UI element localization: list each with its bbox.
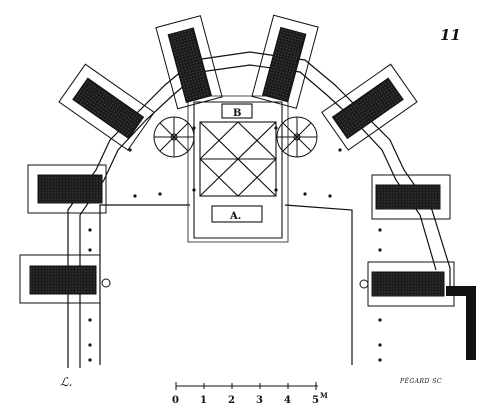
scale-bar: 0 1 2 3 4 5 M [172, 382, 328, 406]
spiral-stair-right [276, 116, 318, 158]
room-label-a: A. [229, 211, 241, 222]
signature-mark: ℒ. [60, 375, 72, 389]
central-pavilion [187, 95, 289, 243]
plate-number: 11 [440, 26, 461, 44]
scale-tick-3: 3 [256, 395, 263, 406]
engraver-credit: PÉGARD SC [399, 377, 442, 385]
bed-left-low [19, 254, 101, 304]
scale-unit: M [320, 391, 328, 400]
scale-tick-4: 4 [284, 395, 291, 406]
scale-tick-2: 2 [228, 395, 235, 406]
planting-beds [19, 14, 455, 307]
right-edge-wall [446, 286, 476, 360]
scale-tick-0: 0 [172, 395, 179, 406]
room-label-b: B [233, 108, 241, 119]
bed-left-mid [27, 164, 107, 214]
bed-top-right [251, 14, 319, 109]
bed-left-upper [58, 63, 155, 151]
scale-tick-5: 5 [312, 395, 319, 406]
tree-markers [88, 126, 382, 362]
bed-right-low [367, 261, 455, 307]
scale-tick-1: 1 [200, 395, 207, 406]
bed-right-upper [321, 63, 418, 151]
bed-right-mid [371, 174, 451, 220]
bed-top-left [155, 15, 223, 110]
spiral-stair-left [153, 116, 195, 158]
